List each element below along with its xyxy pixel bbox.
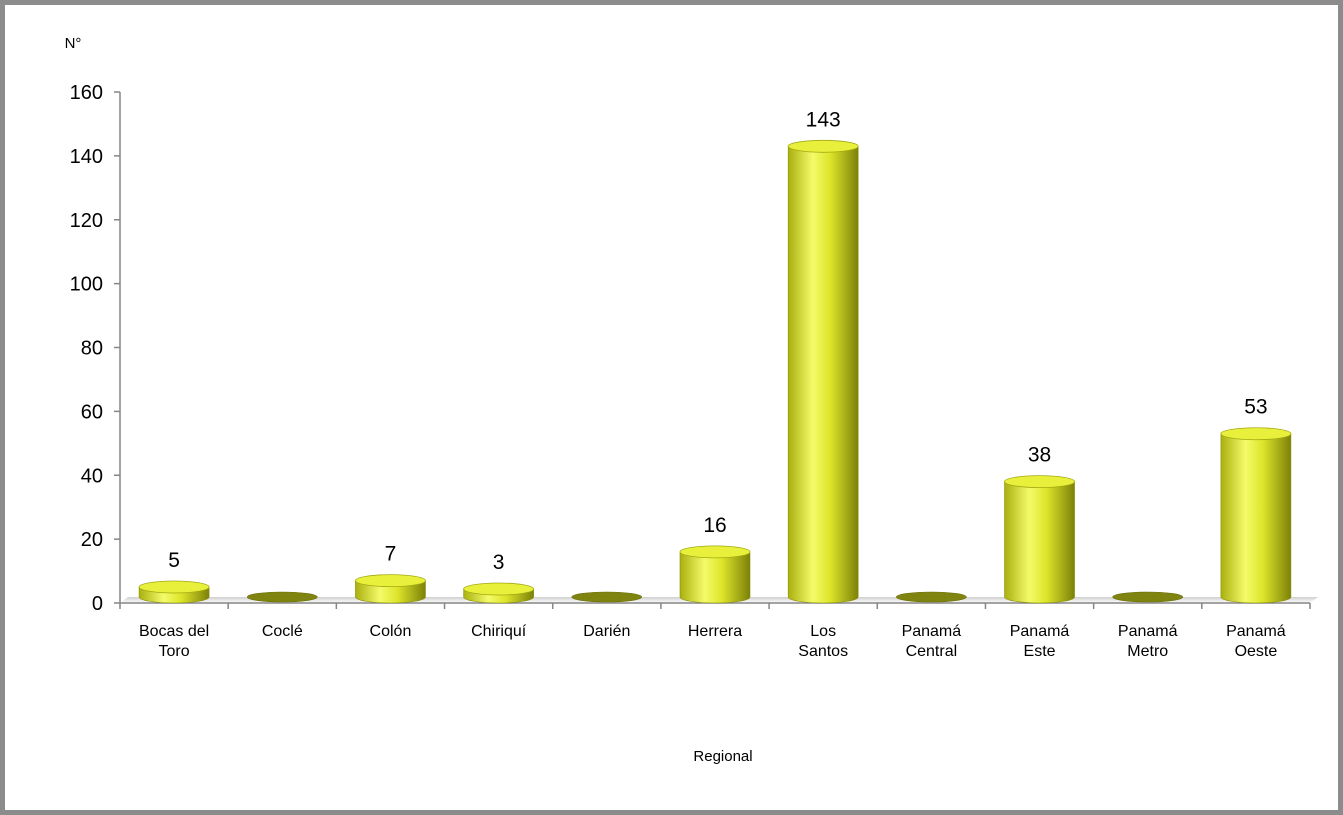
bar [355,574,426,604]
x-tick-label: Panamá Metro [1118,623,1178,660]
x-tick-label: Colón [370,623,412,640]
bar-top [355,574,426,588]
x-axis-title: Regional [693,748,752,765]
y-tick-label: 100 [70,274,103,296]
bar-empty [896,591,967,603]
bar-top [787,139,859,153]
data-label: 7 [385,543,397,566]
bar [571,591,643,603]
x-tick-label: Herrera [688,623,742,640]
x-tick-label: Los Santos [798,623,848,660]
data-label: 143 [806,108,841,131]
x-tick-label: Panamá Central [902,623,962,660]
x-tick-label: Panamá Oeste [1226,623,1286,660]
bar [1220,427,1292,604]
y-tick-label: 20 [81,529,103,551]
bar-empty [1112,591,1184,603]
bar [1112,591,1184,603]
y-axis: 0 20 40 60 80 100 120 140 160 [70,82,121,615]
bar-top [1004,475,1075,489]
bar [463,582,535,604]
bar [1004,475,1075,604]
bar-body [1220,433,1292,604]
x-tick-label: Panamá Este [1010,623,1070,660]
bar-empty [571,591,643,603]
data-label: 53 [1244,396,1267,419]
bar [246,591,318,603]
bar [138,580,210,604]
y-tick-label: 0 [92,593,103,615]
bar [787,139,859,604]
data-labels: 5 7 3 16 143 38 53 [168,108,1267,574]
x-tick-label: Bocas del Toro [139,623,209,660]
x-tick-label: Coclé [262,623,303,640]
bar-empty [246,591,318,603]
y-tick-label: 140 [70,146,103,168]
bar-top [1220,427,1292,441]
bar-body [679,551,751,604]
y-axis-title: N° [65,35,82,52]
bar [679,545,751,604]
bar-chart: 0 20 40 60 80 100 120 140 160 Bocas del Toro Coclé… [65,35,1318,765]
bar-top [679,545,751,559]
x-tick-label: Chiriquí [471,623,527,640]
y-tick-label: 120 [70,210,103,232]
y-tick-label: 160 [70,82,103,104]
y-tick-label: 60 [81,401,103,423]
data-label: 38 [1028,444,1051,467]
bar [896,591,967,603]
bar-body [1004,481,1075,604]
bar-top [138,580,210,594]
bars [138,139,1292,604]
y-tick-label: 80 [81,338,103,360]
bar-body [787,145,859,604]
data-label: 3 [493,551,505,574]
y-tick-label: 40 [81,465,103,487]
bar-top [463,582,535,596]
x-tick-label: Darién [583,623,630,640]
x-axis: Bocas del Toro Coclé Colón Chiriquí Darién Her… [119,602,1311,660]
data-label: 5 [168,549,180,572]
data-label: 16 [703,514,726,537]
